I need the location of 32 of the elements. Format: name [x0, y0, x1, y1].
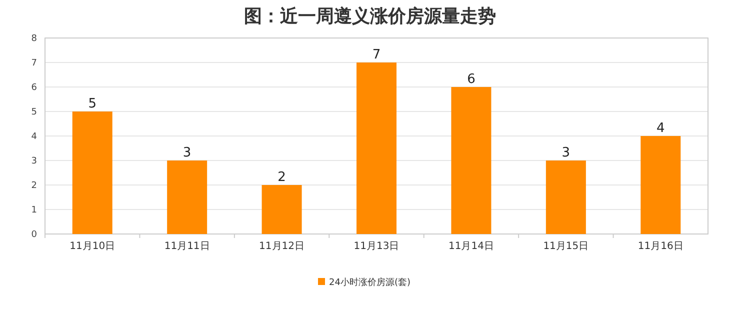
bar — [451, 87, 492, 234]
data-label: 4 — [656, 121, 665, 136]
legend-label: 24小时涨价房源(套) — [329, 277, 410, 288]
chart-title: 图：近一周遵义涨价房源量走势 — [244, 6, 496, 27]
y-tick-label: 5 — [31, 108, 37, 118]
data-label: 5 — [88, 96, 96, 112]
bar — [72, 112, 112, 234]
data-label: 2 — [278, 170, 286, 185]
x-tick-label: 11月13日 — [354, 241, 400, 252]
data-label: 7 — [372, 48, 381, 62]
data-label: 3 — [182, 146, 192, 160]
y-tick-label: 7 — [31, 58, 37, 68]
y-tick-label: 8 — [31, 34, 38, 44]
x-tick-label: 11月16日 — [638, 241, 684, 252]
y-tick-label: 0 — [31, 230, 38, 240]
data-label: 3 — [562, 146, 570, 160]
y-tick-label: 6 — [31, 83, 38, 93]
bar — [262, 185, 302, 234]
bar — [640, 136, 681, 234]
x-tick-label: 11月15日 — [543, 241, 589, 252]
bar — [167, 160, 208, 234]
y-tick-label: 4 — [31, 132, 38, 142]
x-tick-label: 11月11日 — [164, 241, 210, 252]
x-tick-label: 11月14日 — [448, 241, 494, 252]
x-tick-label: 11月12日 — [259, 241, 305, 252]
y-tick-label: 3 — [31, 156, 37, 166]
x-tick-label: 11月10日 — [70, 241, 116, 252]
y-tick-label: 2 — [31, 181, 37, 191]
y-tick-label: 1 — [31, 206, 37, 216]
bar — [356, 62, 396, 234]
bar — [546, 160, 586, 234]
data-label: 6 — [467, 72, 476, 87]
